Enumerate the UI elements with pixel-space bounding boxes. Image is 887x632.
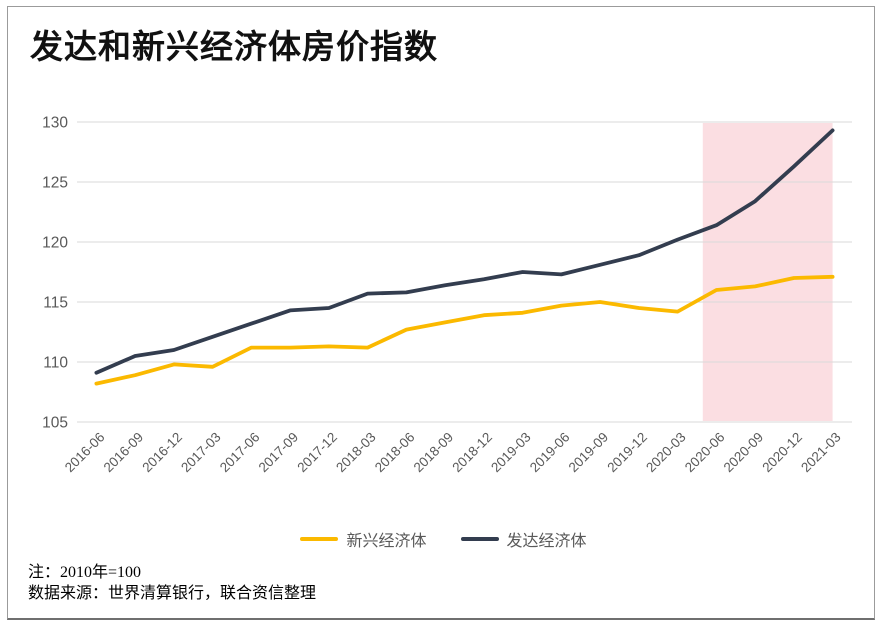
x-tick-label: 2018-06 — [372, 430, 418, 476]
x-tick-label: 2017-03 — [178, 430, 224, 476]
chart-legend: 新兴经济体 发达经济体 — [0, 527, 887, 551]
legend-item-developed: 发达经济体 — [460, 527, 587, 551]
x-tick-label: 2021-03 — [798, 430, 844, 476]
legend-label-developed: 发达经济体 — [506, 533, 587, 550]
highlight-band — [702, 123, 833, 421]
y-tick-label: 120 — [42, 235, 68, 252]
y-tick-label: 130 — [42, 115, 68, 132]
legend-label-emerging: 新兴经济体 — [346, 533, 427, 550]
chart-footnotes: 注：2010年=100 数据来源：世界清算银行，联合资信整理 — [28, 562, 316, 604]
x-tick-label: 2020-06 — [682, 430, 728, 476]
x-tick-label: 2016-12 — [139, 430, 185, 476]
x-tick-label: 2017-09 — [256, 430, 302, 476]
y-tick-label: 110 — [43, 355, 68, 372]
page-title: 发达和新兴经济体房价指数 — [30, 28, 438, 65]
x-tick-label: 2019-06 — [527, 430, 573, 476]
x-tick-label: 2019-09 — [566, 430, 612, 476]
y-tick-label: 105 — [42, 415, 68, 432]
x-tick-label: 2016-06 — [62, 430, 108, 476]
x-tick-label: 2020-09 — [721, 430, 767, 476]
x-tick-label: 2018-09 — [411, 430, 457, 476]
series-line-emerging — [94, 274, 835, 386]
y-tick-label: 115 — [43, 295, 68, 312]
legend-line-swatch-developed — [460, 537, 499, 541]
x-tick-label: 2018-12 — [449, 430, 495, 476]
legend-line-swatch-emerging — [300, 537, 339, 541]
legend-item-emerging: 新兴经济体 — [300, 527, 427, 551]
x-tick-label: 2019-03 — [488, 430, 534, 476]
x-tick-label: 2017-06 — [217, 430, 263, 476]
x-tick-label: 2017-12 — [294, 430, 340, 476]
x-tick-label: 2019-12 — [604, 430, 650, 476]
x-tick-label: 2020-12 — [759, 430, 805, 476]
y-tick-label: 125 — [42, 175, 68, 192]
x-tick-label: 2016-09 — [101, 430, 147, 476]
x-tick-label: 2018-03 — [333, 430, 379, 476]
note-line: 注：2010年=100 — [28, 564, 142, 581]
source-line: 数据来源：世界清算银行，联合资信整理 — [28, 585, 317, 602]
series-line-developed — [94, 128, 835, 375]
x-tick-label: 2020-03 — [643, 430, 689, 476]
